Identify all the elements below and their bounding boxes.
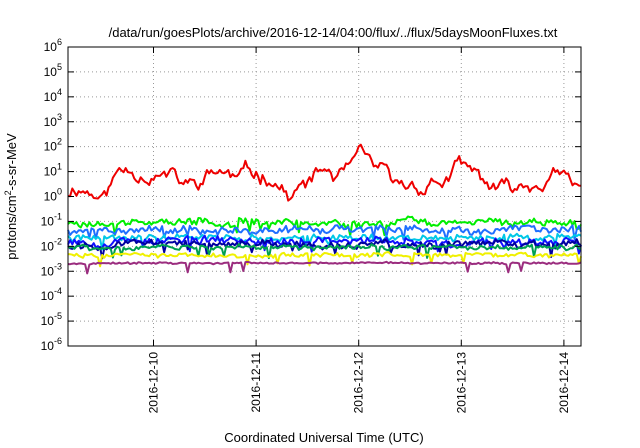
plot-area [67, 143, 582, 275]
y-tick-label-base: 10 [41, 314, 55, 328]
y-tick-label: 103 [44, 112, 62, 129]
series-line-7 [67, 251, 582, 268]
grid [68, 47, 581, 346]
y-axis-label: protons/cm2-s-sr-MeV [3, 133, 19, 260]
y-tick-label: 101 [44, 162, 62, 179]
y-tick-label: 106 [44, 37, 62, 54]
series-line-1 [67, 215, 582, 237]
y-tick-label-base: 10 [44, 65, 58, 79]
y-tick-label: 10-6 [41, 336, 62, 353]
y-tick-label-base: 10 [44, 190, 58, 204]
y-tick-label-exponent: 0 [57, 187, 62, 197]
y-axis-label-post: -s-sr-MeV [4, 133, 19, 190]
y-tick-label: 10-2 [41, 236, 62, 253]
y-tick-label: 104 [44, 87, 62, 104]
series-line-8 [67, 260, 582, 275]
x-tick-label: 2016-12-13 [454, 352, 468, 414]
y-tick-label-exponent: -2 [54, 236, 62, 246]
y-tick-label-exponent: 1 [57, 162, 62, 172]
x-tick-label: 2016-12-10 [147, 352, 161, 414]
series-line-0 [67, 143, 582, 202]
axis-ticks: 10-610-510-410-310-210-11001011021031041… [41, 37, 581, 413]
y-tick-label-base: 10 [41, 264, 55, 278]
y-tick-label-exponent: 5 [57, 62, 62, 72]
y-tick-label: 10-1 [41, 211, 62, 228]
y-tick-label-exponent: -6 [54, 336, 62, 346]
y-tick-label-base: 10 [44, 40, 58, 54]
y-tick-label-exponent: 6 [57, 37, 62, 47]
y-tick-label-base: 10 [44, 140, 58, 154]
y-tick-label-exponent: -3 [54, 261, 62, 271]
y-tick-label-base: 10 [44, 115, 58, 129]
x-axis-label: Coordinated Universal Time (UTC) [224, 430, 423, 445]
y-tick-label: 102 [44, 137, 62, 154]
y-tick-label-base: 10 [41, 239, 55, 253]
chart-title: /data/run/goesPlots/archive/2016-12-14/0… [109, 25, 558, 40]
series-line-2 [67, 224, 582, 241]
y-tick-label: 10-3 [41, 261, 62, 278]
x-tick-label: 2016-12-14 [557, 352, 571, 414]
y-tick-label-base: 10 [44, 90, 58, 104]
y-tick-label: 100 [44, 187, 62, 204]
x-tick-label: 2016-12-11 [249, 352, 263, 413]
y-tick-label: 105 [44, 62, 62, 79]
y-tick-label-exponent: 2 [57, 137, 62, 147]
y-tick-label-exponent: -4 [54, 286, 62, 296]
y-tick-label-base: 10 [41, 289, 55, 303]
y-tick-label: 10-5 [41, 311, 62, 328]
y-tick-label-base: 10 [41, 214, 55, 228]
y-axis-label-pre: protons/cm [4, 195, 19, 259]
x-tick-label: 2016-12-12 [352, 352, 366, 414]
y-tick-label-exponent: -5 [54, 311, 62, 321]
y-tick-label-exponent: 3 [57, 112, 62, 122]
y-tick-label-base: 10 [41, 339, 55, 353]
y-tick-label-exponent: 4 [57, 87, 62, 97]
y-tick-label-base: 10 [44, 165, 58, 179]
y-axis-label-sup: 2 [3, 190, 13, 195]
y-tick-label-exponent: -1 [54, 211, 62, 221]
y-tick-label: 10-4 [41, 286, 62, 303]
series-line-6 [67, 243, 582, 260]
